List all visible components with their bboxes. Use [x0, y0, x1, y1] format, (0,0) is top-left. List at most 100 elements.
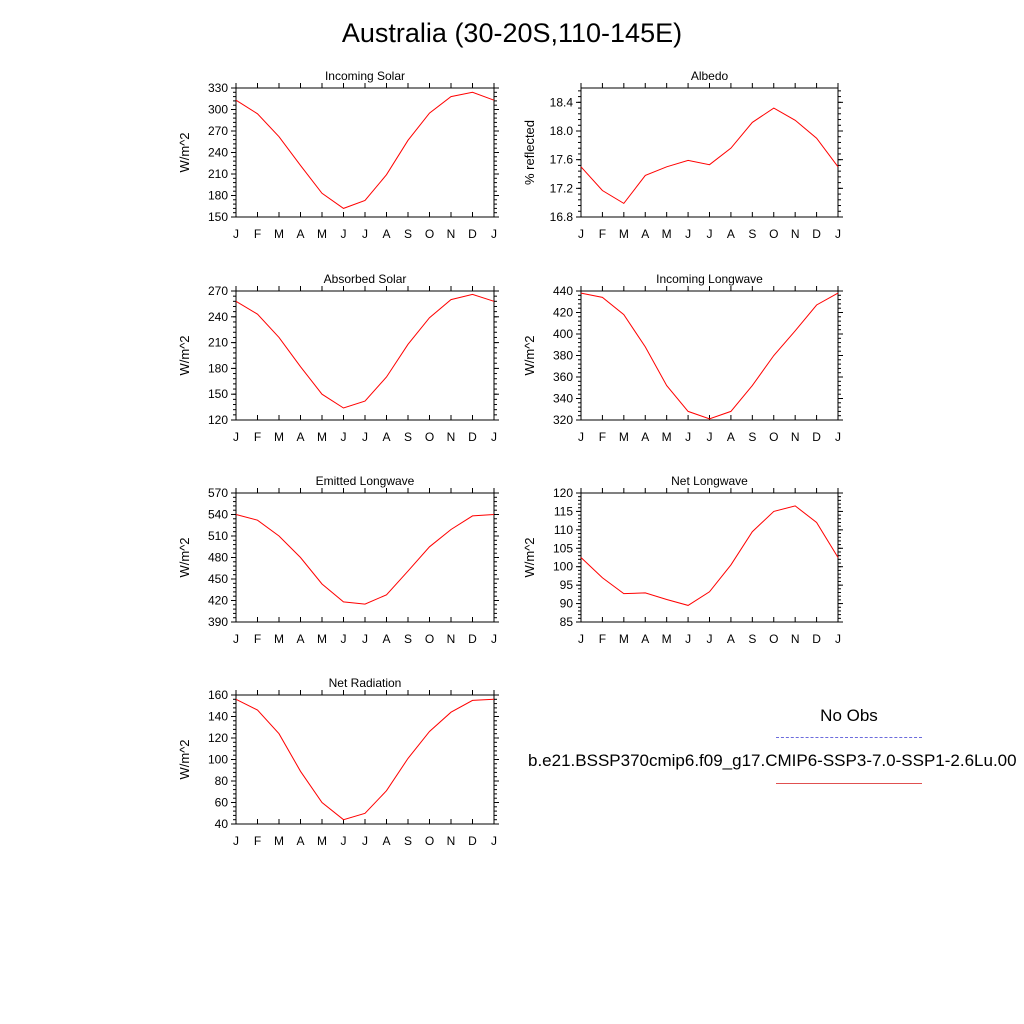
x-tick-label: A: [641, 632, 649, 646]
x-tick-label: J: [707, 430, 713, 444]
x-tick-label: J: [341, 430, 347, 444]
x-tick-label: D: [468, 834, 477, 848]
y-tick-label: 100: [208, 753, 228, 767]
x-tick-label: A: [296, 834, 304, 848]
x-tick-label: N: [791, 430, 800, 444]
x-tick-label: M: [317, 834, 327, 848]
x-tick-label: A: [727, 430, 735, 444]
chart-title: Albedo: [691, 69, 729, 83]
x-tick-label: J: [707, 227, 713, 241]
x-tick-label: J: [685, 632, 691, 646]
y-tick-label: 150: [208, 387, 228, 401]
x-tick-label: J: [233, 430, 239, 444]
x-tick-label: D: [812, 632, 821, 646]
y-tick-label: 18.4: [550, 95, 574, 109]
plot-frame: [235, 492, 495, 623]
x-tick-label: J: [362, 430, 368, 444]
x-tick-label: A: [641, 227, 649, 241]
x-tick-label: S: [404, 430, 412, 444]
y-tick-label: 420: [553, 306, 573, 320]
x-tick-label: D: [468, 227, 477, 241]
x-tick-label: F: [254, 834, 261, 848]
y-axis-label: W/m^2: [177, 537, 192, 577]
y-tick-label: 115: [554, 504, 573, 518]
x-tick-label: J: [578, 632, 584, 646]
y-tick-label: 120: [208, 413, 228, 427]
y-tick-label: 150: [208, 210, 228, 224]
chart-title: Emitted Longwave: [316, 474, 415, 488]
x-tick-label: M: [274, 430, 284, 444]
x-tick-label: J: [578, 430, 584, 444]
x-tick-label: F: [599, 227, 606, 241]
x-tick-label: A: [296, 430, 304, 444]
series-line: [235, 293, 495, 409]
y-tick-label: 360: [553, 370, 573, 384]
x-tick-label: A: [382, 834, 390, 848]
y-axis-label: W/m^2: [177, 132, 192, 172]
x-tick-label: J: [341, 227, 347, 241]
x-tick-label: J: [707, 632, 713, 646]
y-tick-label: 105: [553, 541, 573, 555]
y-tick-label: 95: [560, 578, 574, 592]
plot-frame: [580, 492, 839, 623]
x-tick-label: O: [425, 430, 434, 444]
x-tick-label: A: [382, 227, 390, 241]
y-tick-label: 380: [553, 349, 573, 363]
plot-frame: [235, 694, 495, 825]
plot-frame: [580, 290, 839, 421]
y-tick-label: 180: [208, 361, 228, 375]
x-tick-label: M: [662, 430, 672, 444]
x-tick-label: J: [341, 834, 347, 848]
y-tick-label: 300: [208, 103, 228, 117]
y-tick-label: 390: [208, 615, 228, 629]
x-tick-label: N: [447, 227, 456, 241]
x-tick-label: A: [641, 430, 649, 444]
x-tick-label: J: [491, 834, 497, 848]
y-tick-label: 120: [553, 486, 573, 500]
x-tick-label: J: [835, 227, 841, 241]
x-tick-label: J: [362, 632, 368, 646]
x-tick-label: J: [491, 430, 497, 444]
x-tick-label: J: [835, 632, 841, 646]
x-tick-label: O: [425, 632, 434, 646]
y-tick-label: 340: [553, 392, 573, 406]
series-line: [580, 505, 839, 606]
x-tick-label: M: [274, 834, 284, 848]
x-tick-label: J: [233, 632, 239, 646]
x-tick-label: M: [662, 632, 672, 646]
x-tick-label: A: [296, 227, 304, 241]
y-tick-label: 270: [208, 284, 228, 298]
x-tick-label: J: [685, 430, 691, 444]
x-tick-label: F: [254, 430, 261, 444]
x-tick-label: F: [254, 227, 261, 241]
x-tick-label: D: [812, 430, 821, 444]
x-tick-label: S: [748, 430, 756, 444]
x-tick-label: N: [447, 632, 456, 646]
x-tick-label: O: [425, 834, 434, 848]
y-tick-label: 330: [208, 81, 228, 95]
y-tick-label: 510: [208, 529, 228, 543]
x-tick-label: S: [404, 834, 412, 848]
y-tick-label: 100: [553, 560, 573, 574]
plot-frame: [235, 87, 495, 218]
x-tick-label: D: [812, 227, 821, 241]
y-tick-label: 400: [553, 327, 573, 341]
y-tick-label: 480: [208, 551, 228, 565]
series-line: [235, 91, 495, 209]
y-tick-label: 60: [215, 796, 229, 810]
page-title: Australia (30-20S,110-145E): [341, 18, 683, 48]
x-tick-label: J: [362, 227, 368, 241]
x-tick-label: O: [769, 430, 778, 444]
x-tick-label: S: [404, 227, 412, 241]
x-tick-label: D: [468, 632, 477, 646]
legend-line-obs: [776, 737, 922, 738]
legend-label-obs: No Obs: [820, 706, 878, 725]
x-tick-label: A: [382, 632, 390, 646]
x-tick-label: J: [233, 227, 239, 241]
